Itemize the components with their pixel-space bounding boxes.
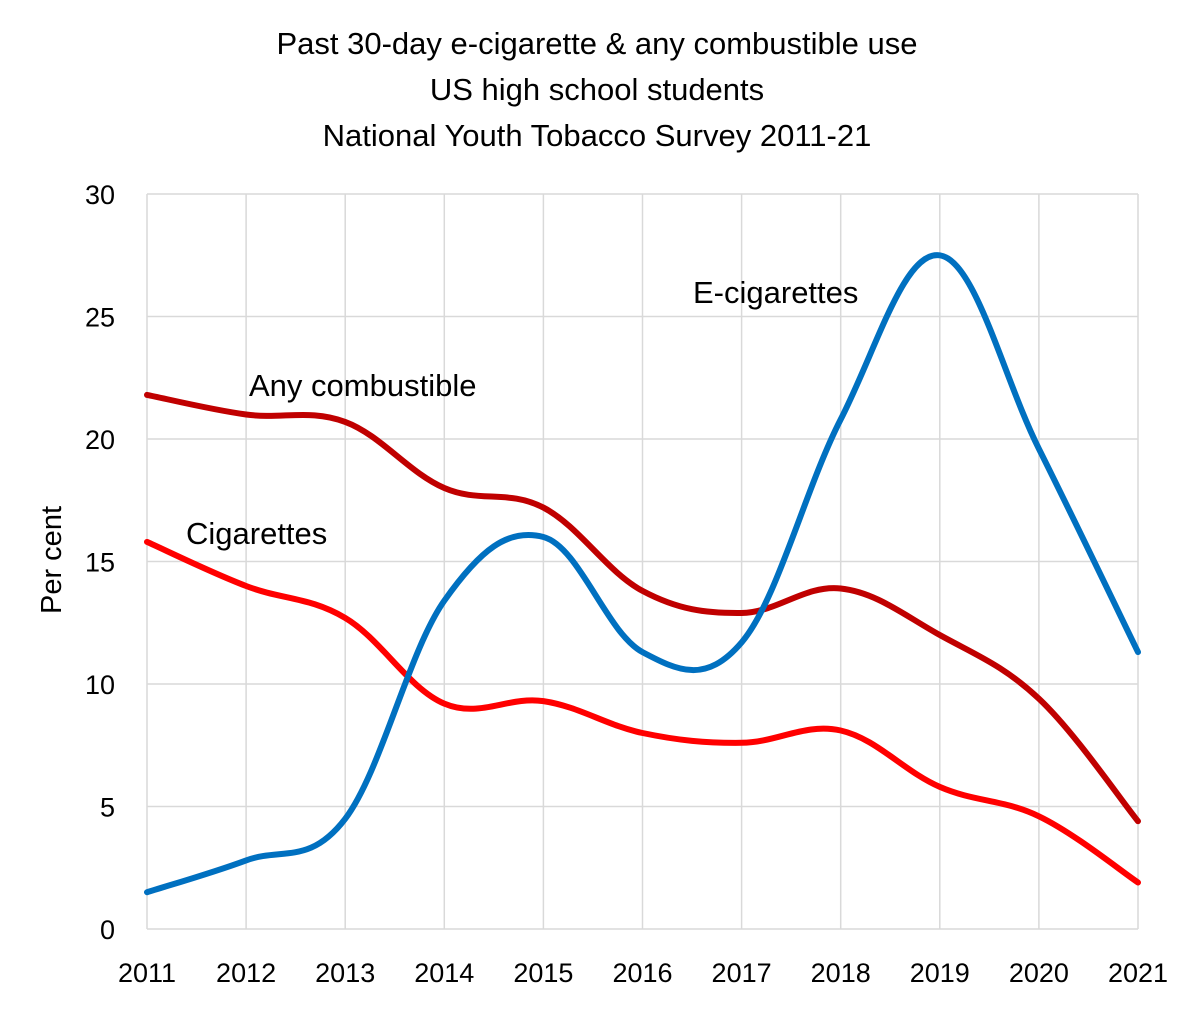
y-axis-tick-labels: 0 5 10 15 20 25 30	[85, 180, 115, 945]
y-tick-label-20: 20	[85, 425, 115, 455]
series-label-any-combustible: Any combustible	[249, 368, 476, 403]
x-axis-tick-labels: 2011 2012 2013 2014 2015 2016 2017 2018 2019 2020…	[118, 958, 1168, 988]
y-tick-label-10: 10	[85, 670, 115, 700]
y-tick-label-5: 5	[100, 793, 115, 823]
title-line-3: National Youth Tobacco Survey 2011-21	[323, 118, 872, 153]
x-tick-label-2019: 2019	[910, 958, 970, 988]
x-tick-label-2018: 2018	[811, 958, 871, 988]
chart-title: Past 30-day e-cigarette & any combustibl…	[276, 26, 917, 153]
x-tick-label-2014: 2014	[414, 958, 474, 988]
gridlines	[146, 193, 1139, 930]
x-tick-label-2017: 2017	[712, 958, 772, 988]
y-axis-title: Per cent	[36, 506, 68, 614]
series-lines	[144, 252, 1141, 896]
y-tick-label-25: 25	[85, 303, 115, 333]
x-tick-label-2011: 2011	[118, 958, 176, 988]
title-line-1: Past 30-day e-cigarette & any combustibl…	[276, 26, 917, 61]
x-tick-label-2020: 2020	[1009, 958, 1069, 988]
x-tick-label-2021: 2021	[1108, 958, 1168, 988]
y-tick-label-0: 0	[100, 915, 115, 945]
y-tick-label-30: 30	[85, 180, 115, 210]
series-label-e-cigarettes: E-cigarettes	[693, 275, 858, 310]
x-tick-label-2013: 2013	[315, 958, 375, 988]
series-label-cigarettes: Cigarettes	[186, 516, 327, 551]
x-tick-label-2016: 2016	[612, 958, 672, 988]
x-tick-label-2015: 2015	[513, 958, 573, 988]
x-tick-label-2012: 2012	[216, 958, 276, 988]
series-line-any-combustible	[144, 391, 1141, 825]
series-line-e-cigarettes	[144, 252, 1141, 896]
series-line-cigarettes	[144, 538, 1141, 886]
y-tick-label-15: 15	[85, 548, 115, 578]
series-labels: Any combustible Cigarettes E-cigarettes	[186, 275, 858, 551]
title-line-2: US high school students	[430, 72, 764, 107]
